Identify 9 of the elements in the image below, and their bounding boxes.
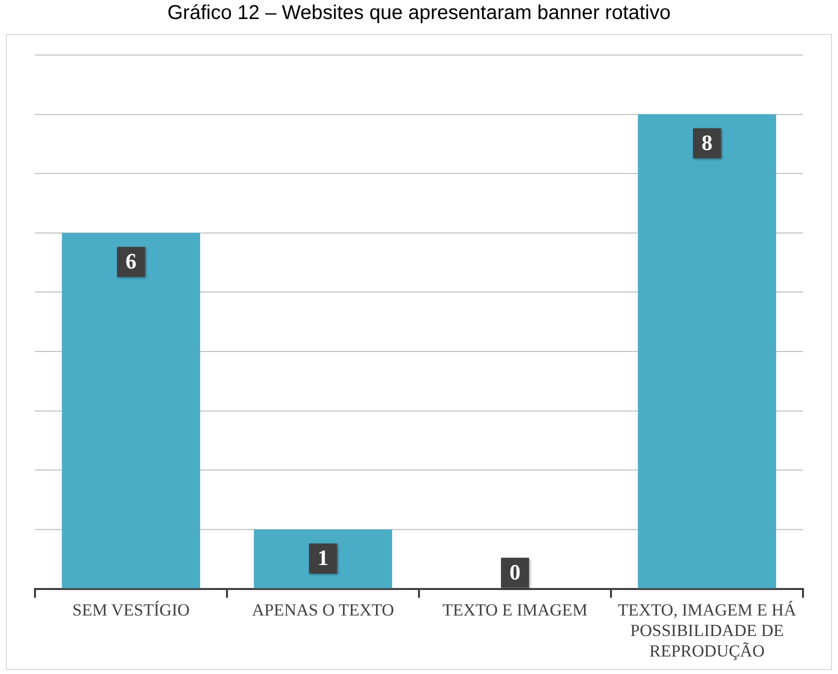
data-label: 6	[126, 248, 136, 274]
data-label: 0	[510, 559, 520, 584]
x-tick-label: TEXTO, IMAGEM E HÁ POSSIBILIDADE DE REPRODUÇÃO	[618, 600, 797, 660]
x-tick-label: SEM VESTÍGIO	[72, 600, 190, 620]
data-label: 1	[318, 545, 328, 570]
x-tick-label: TEXTO E IMAGEM	[442, 600, 588, 620]
x-tick-label: APENAS O TEXTO	[252, 600, 394, 620]
chart-title: Gráfico 12 – Websites que apresentaram banner rotativo	[166, 2, 672, 25]
data-label: 8	[702, 130, 712, 155]
